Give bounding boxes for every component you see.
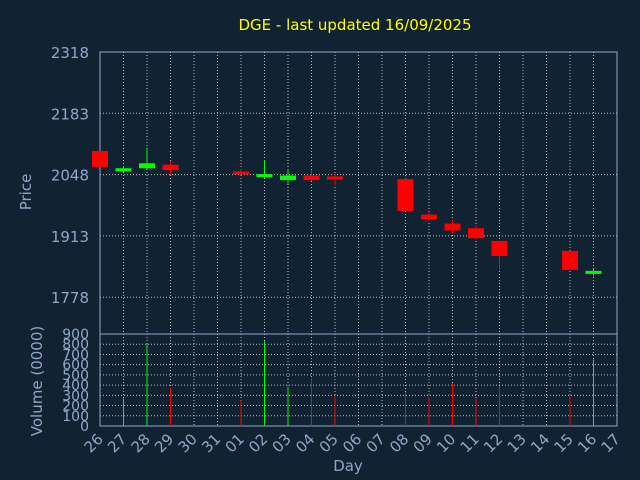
- candle-body: [233, 171, 249, 175]
- x-axis: 2627282930310102030405060708091011121314…: [81, 430, 624, 456]
- x-tick-label: 16: [574, 430, 600, 456]
- candle-body: [397, 179, 414, 211]
- volume-tick-label: 700: [62, 347, 89, 363]
- x-tick-label: 07: [363, 430, 389, 456]
- candle-body: [303, 175, 320, 181]
- candles: [92, 147, 602, 276]
- candle-body: [115, 168, 132, 172]
- x-tick-label: 13: [504, 430, 530, 456]
- price-tick-label: 1778: [51, 289, 89, 307]
- volume-tick-label: 200: [62, 399, 89, 415]
- candle-body: [585, 270, 602, 274]
- volume-axis-label: Volume (0000): [28, 326, 46, 436]
- x-tick-label: 14: [527, 430, 553, 456]
- x-tick-label: 06: [339, 430, 365, 456]
- candle-body: [491, 240, 508, 256]
- x-tick-label: 04: [292, 430, 318, 456]
- x-tick-label: 29: [151, 430, 177, 456]
- x-tick-label: 27: [104, 430, 130, 456]
- x-tick-label: 28: [128, 430, 154, 456]
- volume-bars: [123, 341, 594, 426]
- volume-tick-label: 600: [62, 358, 89, 374]
- volume-tick-label: 0: [80, 419, 89, 435]
- volume-tick-label: 900: [62, 327, 89, 343]
- candle-body: [92, 150, 108, 167]
- price-tick-label: 2183: [51, 105, 89, 123]
- volume-tick-label: 400: [62, 378, 89, 394]
- candle-body: [162, 164, 179, 171]
- volume-tick-label: 800: [62, 337, 89, 353]
- x-tick-label: 02: [245, 430, 271, 456]
- candle-body: [139, 163, 155, 169]
- price-axis-label: Price: [17, 174, 35, 211]
- volume-tick-label: 100: [62, 409, 89, 425]
- candle-body: [468, 228, 484, 239]
- x-tick-label: 31: [198, 430, 224, 456]
- candle-body: [421, 214, 437, 220]
- x-tick-label: 10: [433, 430, 459, 456]
- x-tick-label: 05: [316, 430, 342, 456]
- candle-body: [256, 174, 273, 178]
- x-tick-label: 03: [269, 430, 295, 456]
- x-tick-label: 15: [551, 430, 577, 456]
- x-tick-label: 30: [175, 430, 201, 456]
- x-tick-label: 11: [457, 430, 483, 456]
- chart-title: DGE - last updated 16/09/2025: [238, 16, 471, 34]
- price-tick-label: 2048: [51, 167, 89, 185]
- x-tick-label: 09: [410, 430, 436, 456]
- x-axis-label: Day: [333, 457, 363, 475]
- x-tick-label: 01: [222, 430, 248, 456]
- price-axis: 1778 1913 2048 2183 2318: [51, 44, 89, 307]
- volume-plot-frame: [99, 333, 618, 427]
- x-tick-label: 17: [598, 430, 624, 456]
- price-tick-label: 1913: [51, 228, 89, 246]
- candle-body: [562, 250, 578, 270]
- candle-body: [444, 223, 461, 231]
- volume-grid: [99, 333, 618, 427]
- price-tick-label: 2318: [51, 44, 89, 62]
- candle-body: [327, 176, 343, 180]
- volume-tick-label: 500: [62, 368, 89, 384]
- candle-body: [280, 175, 296, 181]
- x-tick-label: 12: [480, 430, 506, 456]
- volume-tick-label: 300: [62, 388, 89, 404]
- price-grid: [99, 51, 618, 334]
- x-tick-label: 08: [386, 430, 412, 456]
